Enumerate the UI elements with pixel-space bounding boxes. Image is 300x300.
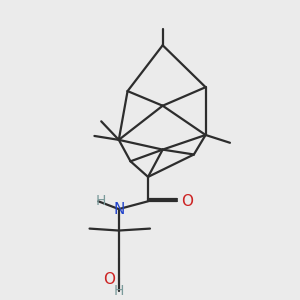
Text: O: O <box>181 194 193 209</box>
Text: O: O <box>103 272 116 287</box>
Text: N: N <box>113 202 124 217</box>
Text: H: H <box>114 284 124 298</box>
Text: H: H <box>95 194 106 208</box>
